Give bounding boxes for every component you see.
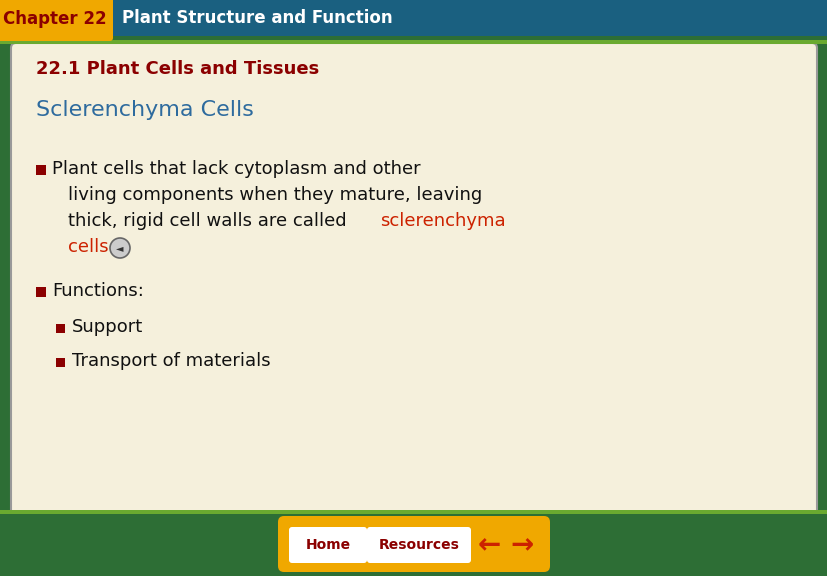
Text: Transport of materials: Transport of materials [72,352,270,370]
Bar [36,165,46,175]
Bar [36,287,46,297]
Bar [0,510,827,514]
Bar [0,512,827,576]
Text: Chapter 22: Chapter 22 [3,10,107,28]
Text: ←: ← [477,531,500,559]
FancyBboxPatch shape [278,516,549,572]
Circle shape [110,238,130,258]
FancyBboxPatch shape [366,527,471,563]
FancyBboxPatch shape [289,527,366,563]
Text: cells.: cells. [68,238,114,256]
Text: ◄: ◄ [116,243,123,253]
Text: Home: Home [305,538,350,552]
Text: 22.1 Plant Cells and Tissues: 22.1 Plant Cells and Tissues [36,60,319,78]
Text: →: → [509,531,533,559]
Text: Support: Support [72,318,143,336]
Bar [56,358,65,366]
Bar [0,0,827,36]
FancyBboxPatch shape [0,0,112,41]
Text: Functions:: Functions: [52,282,144,300]
Text: Plant Structure and Function: Plant Structure and Function [122,9,392,27]
Text: sclerenchyma: sclerenchyma [380,212,505,230]
FancyBboxPatch shape [11,43,816,517]
Text: thick, rigid cell walls are called: thick, rigid cell walls are called [68,212,352,230]
Bar [0,36,827,40]
Text: Plant cells that lack cytoplasm and other: Plant cells that lack cytoplasm and othe… [52,160,420,178]
Text: living components when they mature, leaving: living components when they mature, leav… [68,186,481,204]
Bar [0,40,827,44]
Text: Sclerenchyma Cells: Sclerenchyma Cells [36,100,254,120]
Bar [56,324,65,332]
Text: Resources: Resources [378,538,459,552]
